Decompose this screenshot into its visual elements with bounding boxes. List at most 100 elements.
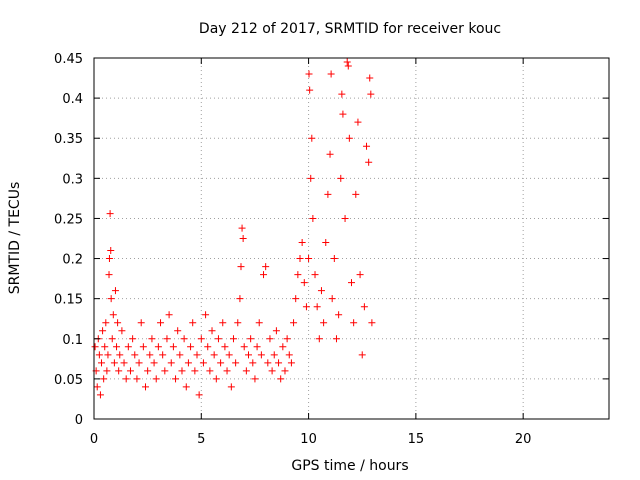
data-point: [327, 70, 335, 78]
data-point: [126, 367, 134, 375]
data-point: [111, 287, 119, 295]
data-point: [337, 174, 345, 182]
data-point: [169, 343, 177, 351]
data-point: [214, 335, 222, 343]
data-point: [189, 319, 197, 327]
data-point: [182, 383, 190, 391]
data-point: [107, 295, 115, 303]
data-point: [345, 134, 353, 142]
data-point: [106, 210, 114, 218]
data-point: [154, 343, 162, 351]
data-point: [234, 319, 242, 327]
data-point: [137, 319, 145, 327]
data-point: [165, 311, 173, 319]
y-tick-label: 0.1: [62, 333, 83, 348]
data-point: [281, 367, 289, 375]
data-point: [161, 367, 169, 375]
data-point: [114, 319, 122, 327]
data-point: [308, 134, 316, 142]
data-point: [197, 335, 205, 343]
x-tick-label: 15: [408, 432, 425, 447]
data-point: [105, 271, 113, 279]
data-point: [253, 343, 261, 351]
data-point: [352, 190, 360, 198]
data-point: [268, 367, 276, 375]
data-point: [368, 319, 376, 327]
data-point: [232, 359, 240, 367]
data-point: [105, 255, 113, 263]
data-point: [193, 351, 201, 359]
data-point: [116, 351, 124, 359]
data-point: [187, 343, 195, 351]
data-point: [229, 335, 237, 343]
data-point: [240, 343, 248, 351]
y-tick-label: 0: [75, 413, 83, 428]
x-tick-label: 10: [300, 432, 317, 447]
data-point: [343, 58, 351, 66]
data-point: [275, 359, 283, 367]
y-tick-label: 0.2: [62, 253, 83, 268]
data-point: [365, 158, 373, 166]
data-point: [99, 327, 107, 335]
data-point: [251, 375, 259, 383]
data-point: [363, 142, 371, 150]
grid-lines: [94, 58, 609, 419]
y-axis-label: SRMTID / TECUs: [7, 182, 23, 295]
y-tick-label: 0.4: [62, 92, 83, 107]
x-tick-label: 5: [197, 432, 205, 447]
data-point: [219, 319, 227, 327]
data-point: [110, 359, 118, 367]
data-point: [339, 110, 347, 118]
x-tick-label: 0: [90, 432, 98, 447]
data-point: [206, 367, 214, 375]
data-point: [199, 359, 207, 367]
data-point: [93, 383, 101, 391]
data-point: [204, 343, 212, 351]
data-point: [202, 311, 210, 319]
data-point: [115, 367, 123, 375]
data-point: [102, 319, 110, 327]
data-point: [103, 367, 111, 375]
data-point: [148, 335, 156, 343]
data-point: [96, 391, 104, 399]
data-point: [180, 335, 188, 343]
data-point: [107, 247, 115, 255]
data-point: [262, 263, 270, 271]
data-point: [270, 351, 278, 359]
data-point: [307, 174, 315, 182]
data-point: [239, 235, 247, 242]
data-point: [348, 279, 355, 287]
y-tick-label: 0.05: [54, 373, 83, 388]
data-point: [328, 295, 336, 303]
data-point: [360, 303, 368, 311]
data-point: [163, 335, 171, 343]
data-point: [279, 343, 287, 351]
data-point: [283, 335, 291, 343]
data-point: [113, 343, 121, 351]
data-point: [306, 86, 314, 94]
data-point: [311, 271, 319, 279]
data-point: [98, 359, 106, 367]
data-point: [120, 359, 128, 367]
data-point: [101, 343, 109, 351]
data-point: [210, 351, 218, 359]
data-point: [176, 351, 184, 359]
data-point: [285, 351, 293, 359]
data-point: [302, 303, 310, 311]
data-point: [95, 351, 103, 359]
data-point: [152, 375, 160, 383]
data-point: [341, 214, 349, 222]
data-point: [172, 375, 180, 383]
data-point: [208, 327, 216, 335]
data-point: [118, 327, 126, 335]
data-point: [131, 351, 139, 359]
data-point: [255, 319, 263, 327]
data-point: [133, 375, 141, 383]
data-point: [257, 351, 265, 359]
data-point: [324, 190, 332, 198]
data-point: [260, 271, 268, 279]
data-point: [300, 279, 308, 287]
data-point: [195, 391, 203, 399]
data-point: [292, 295, 300, 303]
